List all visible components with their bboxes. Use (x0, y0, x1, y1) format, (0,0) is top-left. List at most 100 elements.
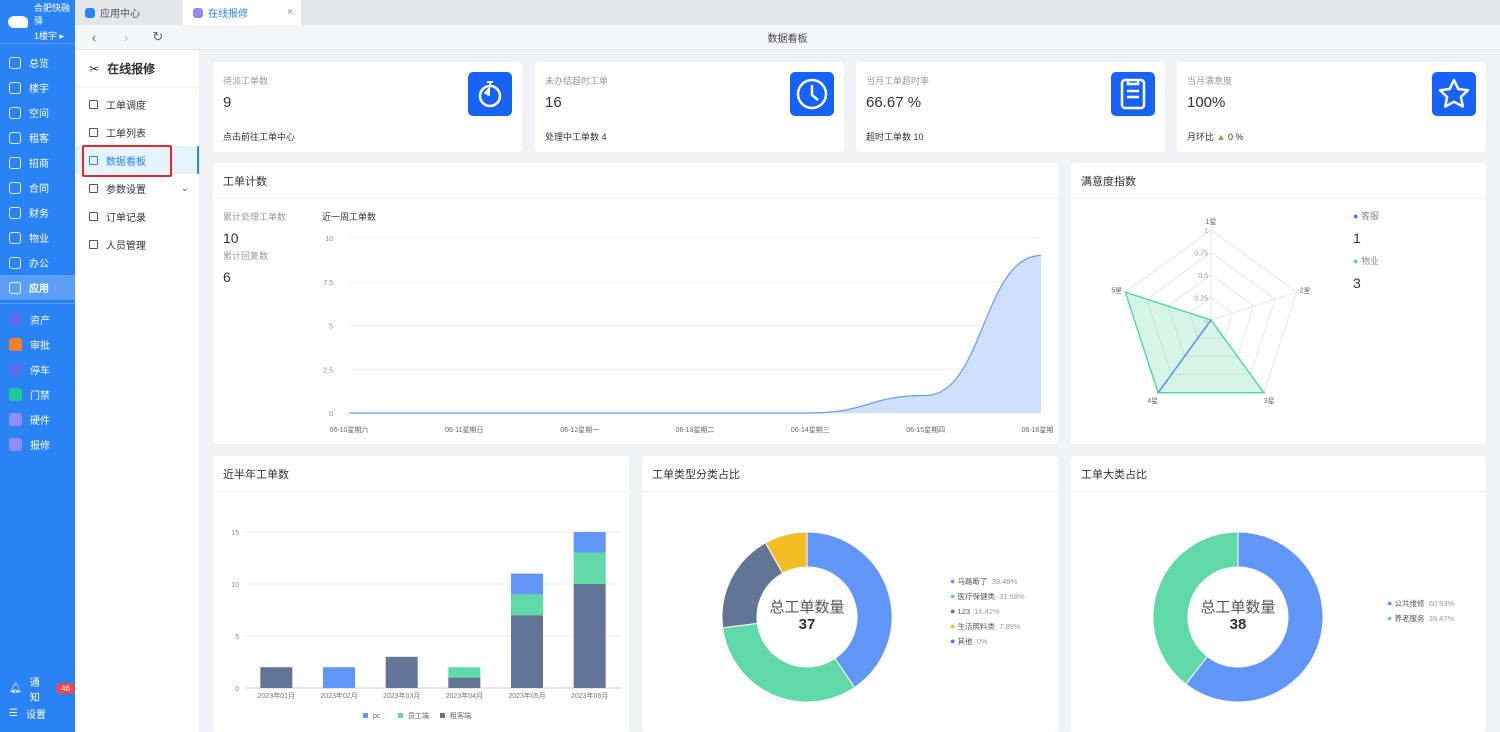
nav-label: 空间 (29, 109, 49, 120)
nav-icon (9, 56, 21, 69)
brand[interactable]: 合肥快融驿 1楼宇 ▸ (0, 0, 75, 44)
legend-item[interactable]: ● 生活照料类 7.89% (950, 621, 1021, 631)
y-tick-label: 7.5 (323, 280, 333, 287)
nav-item[interactable]: 办公 (0, 250, 75, 275)
nav-settings[interactable]: ☰ 设置 (9, 708, 46, 721)
legend-item[interactable]: ● 其他 0% (950, 636, 988, 646)
building-selector[interactable]: 1楼宇 ▸ (34, 31, 65, 41)
legend-item[interactable]: ● 养老服务 39.47% (1387, 613, 1455, 623)
legend-swatch (440, 713, 445, 718)
legend-item[interactable]: ● 医疗保健类 31.58% (950, 591, 1025, 601)
legend-dot-icon: ● (950, 636, 956, 646)
stat-label: 当月满意度 (1187, 76, 1233, 86)
nav-app-item[interactable]: 门禁 (0, 382, 75, 407)
tab-online-repair[interactable]: 在线报修 × (183, 0, 301, 25)
nav-app-item[interactable]: 停车 (0, 357, 75, 382)
side-item-label: 工单调度 (106, 100, 146, 112)
nav-label: 物业 (29, 234, 49, 245)
radial-tick-label: 0.5 (1198, 273, 1208, 280)
x-tick-label: 06-14星期三 (791, 426, 830, 434)
legend-dot-icon: ● (950, 606, 956, 616)
nav-icon (9, 106, 21, 119)
stat-card[interactable]: 待派工单数 9 点击前往工单中心 (213, 62, 522, 152)
nav-icon (9, 281, 21, 294)
side-item-label: 工单列表 (106, 128, 146, 140)
nav-icon (9, 206, 21, 219)
x-tick-label: 2023年04月 (446, 691, 483, 700)
tab-app-center[interactable]: 应用中心 (75, 0, 183, 25)
nav-item[interactable]: 合同 (0, 175, 75, 200)
legend-dot-icon: ● (1387, 613, 1393, 623)
nav-item[interactable]: 楼宇 (0, 75, 75, 100)
menu-icon: ☰ (9, 708, 18, 719)
nav-app-item[interactable]: 报修 (0, 432, 75, 457)
nav-icon (9, 156, 21, 169)
app-icon (9, 413, 22, 426)
nav-app-item[interactable]: 资产 (0, 307, 75, 332)
stat-value: 9 (223, 94, 232, 111)
whale-logo-icon (8, 15, 29, 28)
legend-item[interactable]: ● 马路断了 39.48% (950, 576, 1018, 586)
nav-app-item[interactable]: 审批 (0, 332, 75, 357)
y-tick-label: 0 (235, 686, 239, 693)
nav-label: 审批 (30, 341, 50, 352)
nav-label: 财务 (29, 209, 49, 220)
nav-label: 总览 (29, 59, 49, 70)
legend-dot-icon: ● (1387, 598, 1393, 608)
count-card: 工单计数 累计处理工单数 10 累计回复数 6 近一周工单数 0 2.5 5 7.5 1… (213, 163, 1058, 444)
tab-bar: 应用中心 在线报修 × (75, 0, 1500, 25)
stat-value: 100% (1187, 94, 1226, 111)
tools-icon: ✂ (89, 61, 100, 76)
back-button[interactable]: ‹ (91, 29, 97, 45)
pie-slice (722, 622, 856, 703)
legend-item[interactable]: ● 客服 (1353, 211, 1379, 221)
legend-item[interactable]: ● 123 18.42% (950, 606, 1000, 616)
stat-footer: 超时工单数 10 (866, 132, 924, 142)
side-item[interactable]: 订单记录 (75, 202, 199, 230)
legend-label: pc (373, 713, 381, 720)
menu-item-icon (89, 99, 98, 109)
x-tick-label: 06-12星期一 (560, 426, 599, 434)
nav-item[interactable]: 物业 (0, 225, 75, 250)
big-category-donut-chart (1152, 531, 1324, 703)
side-item[interactable]: 工单列表 (75, 118, 199, 146)
nav-icon (9, 256, 21, 269)
nav-app-item[interactable]: 硬件 (0, 407, 75, 432)
legend-item[interactable]: ● 物业 (1353, 256, 1379, 266)
nav-item[interactable]: 空间 (0, 100, 75, 125)
bar-segment (385, 656, 418, 688)
stat-footer: 处理中工单数 4 (545, 132, 607, 142)
nav-item[interactable]: 租客 (0, 125, 75, 150)
app-icon (9, 388, 22, 401)
big-pie-card: 工单大类占比 总工单数量 38 ● 公共维修 60.53% ● 养老服务 39.4… (1071, 456, 1486, 732)
bar-segment (260, 667, 293, 688)
stat-value: 16 (545, 94, 562, 111)
side-item[interactable]: 人员管理 (75, 230, 199, 258)
legend-dot-icon: ● (1353, 211, 1359, 221)
nav-item[interactable]: 招商 (0, 150, 75, 175)
donut-total: 37 (798, 616, 816, 633)
y-tick-label: 5 (235, 634, 239, 641)
nav-notice[interactable]: 🔔︎ 通知 46 (0, 676, 75, 704)
nav-item[interactable]: 总览 (0, 50, 75, 75)
radar-grid (1167, 274, 1255, 357)
side-item[interactable]: 参数设置 ⌄ (75, 174, 199, 202)
x-tick-label: 06-15星期四 (906, 426, 945, 434)
side-item[interactable]: 数据看板 (75, 145, 199, 177)
close-tab-icon[interactable]: × (287, 7, 293, 18)
x-tick-label: 2023年01月 (258, 691, 295, 700)
trend-value: 0 % (1227, 132, 1244, 142)
nav-icon (9, 131, 21, 144)
menu-item-icon (89, 183, 98, 193)
legend-item[interactable]: ● 公共维修 60.53% (1387, 598, 1455, 608)
side-item[interactable]: 工单调度 (75, 90, 199, 118)
y-tick-label: 15 (231, 530, 239, 537)
side-item-label: 数据看板 (106, 156, 146, 168)
nav-item[interactable]: 财务 (0, 200, 75, 225)
forward-button[interactable]: › (123, 29, 129, 45)
repair-icon (193, 7, 203, 18)
refresh-button[interactable]: ↻ (152, 29, 164, 44)
nav-item[interactable]: 应用 (0, 275, 75, 300)
stat-footer[interactable]: 点击前往工单中心 (223, 132, 296, 142)
nav-label: 合同 (29, 184, 49, 195)
